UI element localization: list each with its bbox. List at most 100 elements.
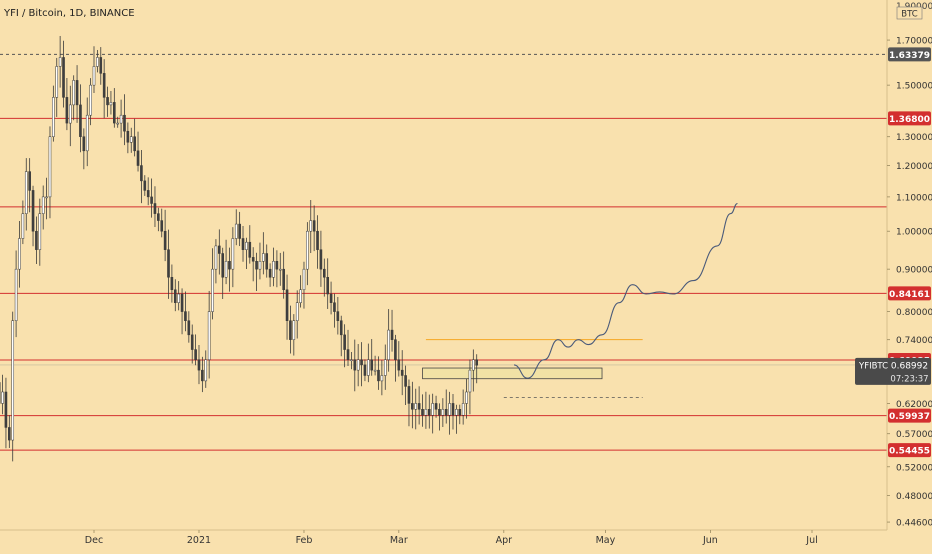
- candle-body: [405, 375, 407, 386]
- candle-body: [215, 246, 217, 269]
- candle-body: [388, 330, 390, 360]
- candle-body: [49, 137, 51, 197]
- candle-body: [178, 294, 180, 303]
- y-tick-label-11: 0.52000: [896, 463, 932, 473]
- candle-body: [340, 321, 342, 335]
- candle-body: [208, 312, 210, 360]
- y-tick-label-3: 1.20000: [896, 162, 932, 172]
- candle-body: [350, 360, 352, 361]
- candle-body: [462, 403, 464, 415]
- candle-body: [327, 277, 329, 294]
- candle-body: [25, 172, 27, 214]
- candle-body: [151, 197, 153, 204]
- price-tag-text: 0.54455: [889, 447, 930, 457]
- candle-body: [69, 105, 71, 123]
- candle-body: [29, 172, 31, 191]
- y-tick-label-2: 1.30000: [896, 133, 932, 143]
- price-tag-5[interactable]: 0.59937: [888, 409, 931, 423]
- candle-body: [39, 214, 41, 250]
- candle[interactable]: [12, 312, 14, 462]
- candle-body: [35, 231, 37, 249]
- x-tick-label-feb: Feb: [296, 535, 313, 546]
- candle-body: [272, 261, 274, 277]
- x-tick-label-dec: Dec: [85, 535, 103, 546]
- candle-body: [164, 231, 166, 249]
- y-tick-label-9: 0.62000: [896, 400, 932, 410]
- candle-body: [106, 97, 108, 105]
- candle-body: [354, 360, 356, 370]
- candle-body: [432, 403, 434, 415]
- candle-body: [93, 66, 95, 85]
- candle-body: [269, 269, 271, 277]
- candle-body: [357, 360, 359, 370]
- currency-unit-label[interactable]: BTC: [901, 10, 918, 20]
- candle-body: [211, 269, 213, 311]
- x-tick-label-mar: Mar: [390, 535, 408, 546]
- current-price-value: 0.68992: [891, 361, 928, 371]
- price-tag-6[interactable]: 0.54455: [888, 443, 931, 457]
- y-tick-label-0: 1.70000: [896, 37, 932, 47]
- candle-body: [228, 261, 230, 269]
- candle-body: [232, 238, 234, 269]
- price-tag-0[interactable]: 1.63379: [888, 47, 931, 61]
- candle-body: [140, 166, 142, 181]
- candle-body: [239, 224, 241, 238]
- price-tag-3[interactable]: 0.84161: [888, 286, 931, 300]
- candle-body: [12, 321, 14, 440]
- countdown-label: 07:23:37: [890, 374, 928, 384]
- candle-body: [110, 102, 112, 105]
- candle-body: [52, 97, 54, 136]
- candle-body: [42, 197, 44, 214]
- candle-body: [198, 360, 200, 370]
- candle-body: [344, 335, 346, 350]
- candle-body: [249, 242, 251, 257]
- candle-body: [310, 221, 312, 232]
- candle-body: [476, 360, 478, 366]
- candle-body: [296, 303, 298, 321]
- candle-body: [371, 360, 373, 370]
- candle-body: [262, 254, 264, 262]
- candle-body: [113, 102, 115, 123]
- candle-body: [391, 330, 393, 340]
- candle-body: [259, 261, 261, 269]
- candle-body: [32, 190, 34, 231]
- candle-body: [79, 105, 81, 137]
- candle-body: [455, 409, 457, 415]
- candle-body: [445, 409, 447, 415]
- y-tick-label-12: 0.48000: [896, 492, 932, 502]
- price-tag-text: 0.59937: [889, 412, 930, 422]
- x-tick-label-may: May: [596, 535, 616, 546]
- candle-body: [191, 335, 193, 350]
- candle-body: [435, 403, 437, 409]
- candle-body: [333, 303, 335, 312]
- candle-body: [374, 370, 376, 371]
- y-tick-label-1: 1.50000: [896, 82, 932, 92]
- candle-body: [459, 409, 461, 415]
- candle-body: [225, 261, 227, 277]
- candle-body: [235, 224, 237, 238]
- demand-zone[interactable]: [423, 368, 603, 379]
- price-tag-1[interactable]: 1.36800: [888, 111, 931, 125]
- candle-body: [188, 321, 190, 335]
- candle-body: [184, 312, 186, 321]
- candle-body: [130, 137, 132, 143]
- candle-body: [421, 409, 423, 415]
- candle-body: [266, 254, 268, 270]
- candle-body: [428, 409, 430, 415]
- price-tag-text: 1.36800: [889, 115, 930, 125]
- candle-body: [337, 312, 339, 321]
- candle-body: [137, 151, 139, 166]
- candle-body: [316, 231, 318, 249]
- candle-body: [408, 386, 410, 403]
- candle-body: [154, 203, 156, 213]
- candle-body: [2, 392, 4, 403]
- candle-body: [256, 261, 258, 269]
- candle-body: [449, 403, 451, 415]
- candle-body: [320, 250, 322, 269]
- candle-body: [100, 57, 102, 73]
- candle-body: [157, 214, 159, 221]
- candle-body: [384, 360, 386, 376]
- candle-body: [218, 246, 220, 254]
